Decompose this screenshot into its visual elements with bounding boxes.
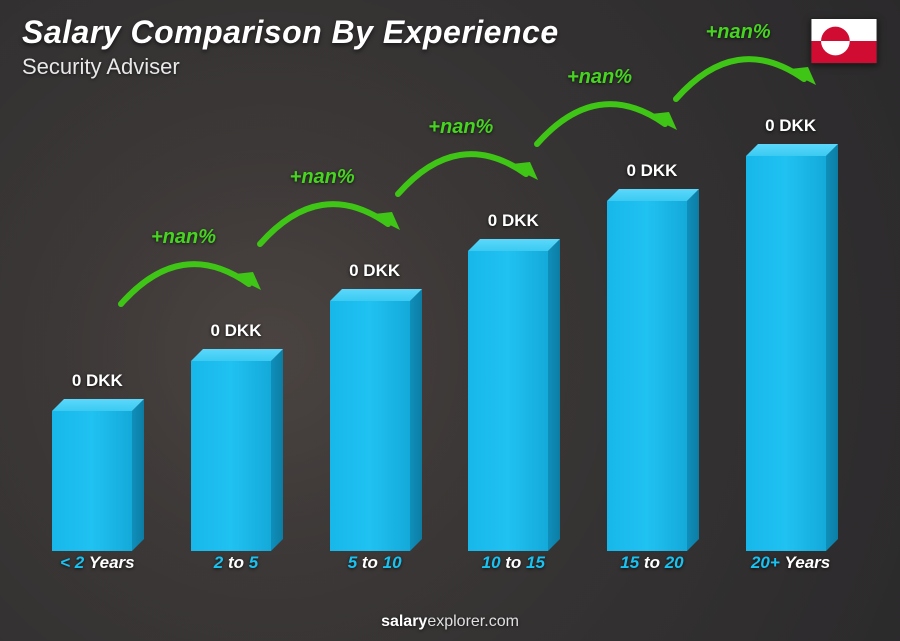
bar-slot: 0 DKK+nan% (597, 111, 707, 551)
category-label: 10 to 15 (458, 553, 568, 579)
bar (746, 156, 836, 551)
bar-value-label: 0 DKK (597, 161, 707, 181)
bar-front (330, 301, 410, 551)
page-subtitle: Security Adviser (22, 54, 180, 80)
delta-label: +nan% (151, 226, 216, 249)
category-label: 15 to 20 (597, 553, 707, 579)
footer-brand-a: salary (381, 613, 427, 630)
bar-value-label: 0 DKK (42, 371, 152, 391)
bar-top (330, 289, 422, 301)
footer-brand-b: explorer (427, 613, 484, 630)
bar-value-label: 0 DKK (320, 261, 430, 281)
bars-row: 0 DKK0 DKK+nan%0 DKK+nan%0 DKK+nan%0 DKK… (28, 111, 860, 551)
bar-value-label: 0 DKK (736, 116, 846, 136)
footer-brand: salaryexplorer.com (0, 613, 900, 631)
bar-top (52, 399, 144, 411)
bar-side (826, 144, 838, 551)
page-title: Salary Comparison By Experience (22, 14, 559, 51)
bar-top (468, 239, 560, 251)
category-label: 2 to 5 (181, 553, 291, 579)
category-label: 5 to 10 (320, 553, 430, 579)
bar-value-label: 0 DKK (458, 211, 568, 231)
bar (607, 201, 697, 551)
bar-side (410, 289, 422, 551)
delta-label: +nan% (706, 21, 771, 44)
bar-side (687, 189, 699, 551)
bar (468, 251, 558, 551)
bar-top (191, 349, 283, 361)
bar-side (132, 399, 144, 551)
bar-front (468, 251, 548, 551)
delta-label: +nan% (290, 166, 355, 189)
bar-front (746, 156, 826, 551)
delta-label: +nan% (428, 116, 493, 139)
categories-row: < 2 Years 2 to 5 5 to 10 10 to 15 15 to 20 20… (28, 553, 860, 579)
bar-side (548, 239, 560, 551)
delta-label: +nan% (567, 66, 632, 89)
bar-side (271, 349, 283, 551)
category-label: 20+ Years (736, 553, 846, 579)
infographic-stage: Salary Comparison By Experience Security… (0, 0, 900, 641)
bar (52, 411, 142, 551)
bar (330, 301, 420, 551)
bar-front (52, 411, 132, 551)
bar-slot: 0 DKK (42, 111, 152, 551)
increase-arc: +nan% (666, 39, 836, 114)
footer-tld: .com (484, 613, 519, 630)
bar (191, 361, 281, 551)
category-label: < 2 Years (42, 553, 152, 579)
bar-top (746, 144, 838, 156)
bar-slot: 0 DKK+nan% (736, 111, 846, 551)
bar-top (607, 189, 699, 201)
bar-slot: 0 DKK+nan% (458, 111, 568, 551)
bar-value-label: 0 DKK (181, 321, 291, 341)
chart-area: 0 DKK0 DKK+nan%0 DKK+nan%0 DKK+nan%0 DKK… (28, 100, 860, 579)
bar-front (191, 361, 271, 551)
bar-front (607, 201, 687, 551)
arrow-icon (666, 39, 836, 109)
bar-slot: 0 DKK+nan% (181, 111, 291, 551)
